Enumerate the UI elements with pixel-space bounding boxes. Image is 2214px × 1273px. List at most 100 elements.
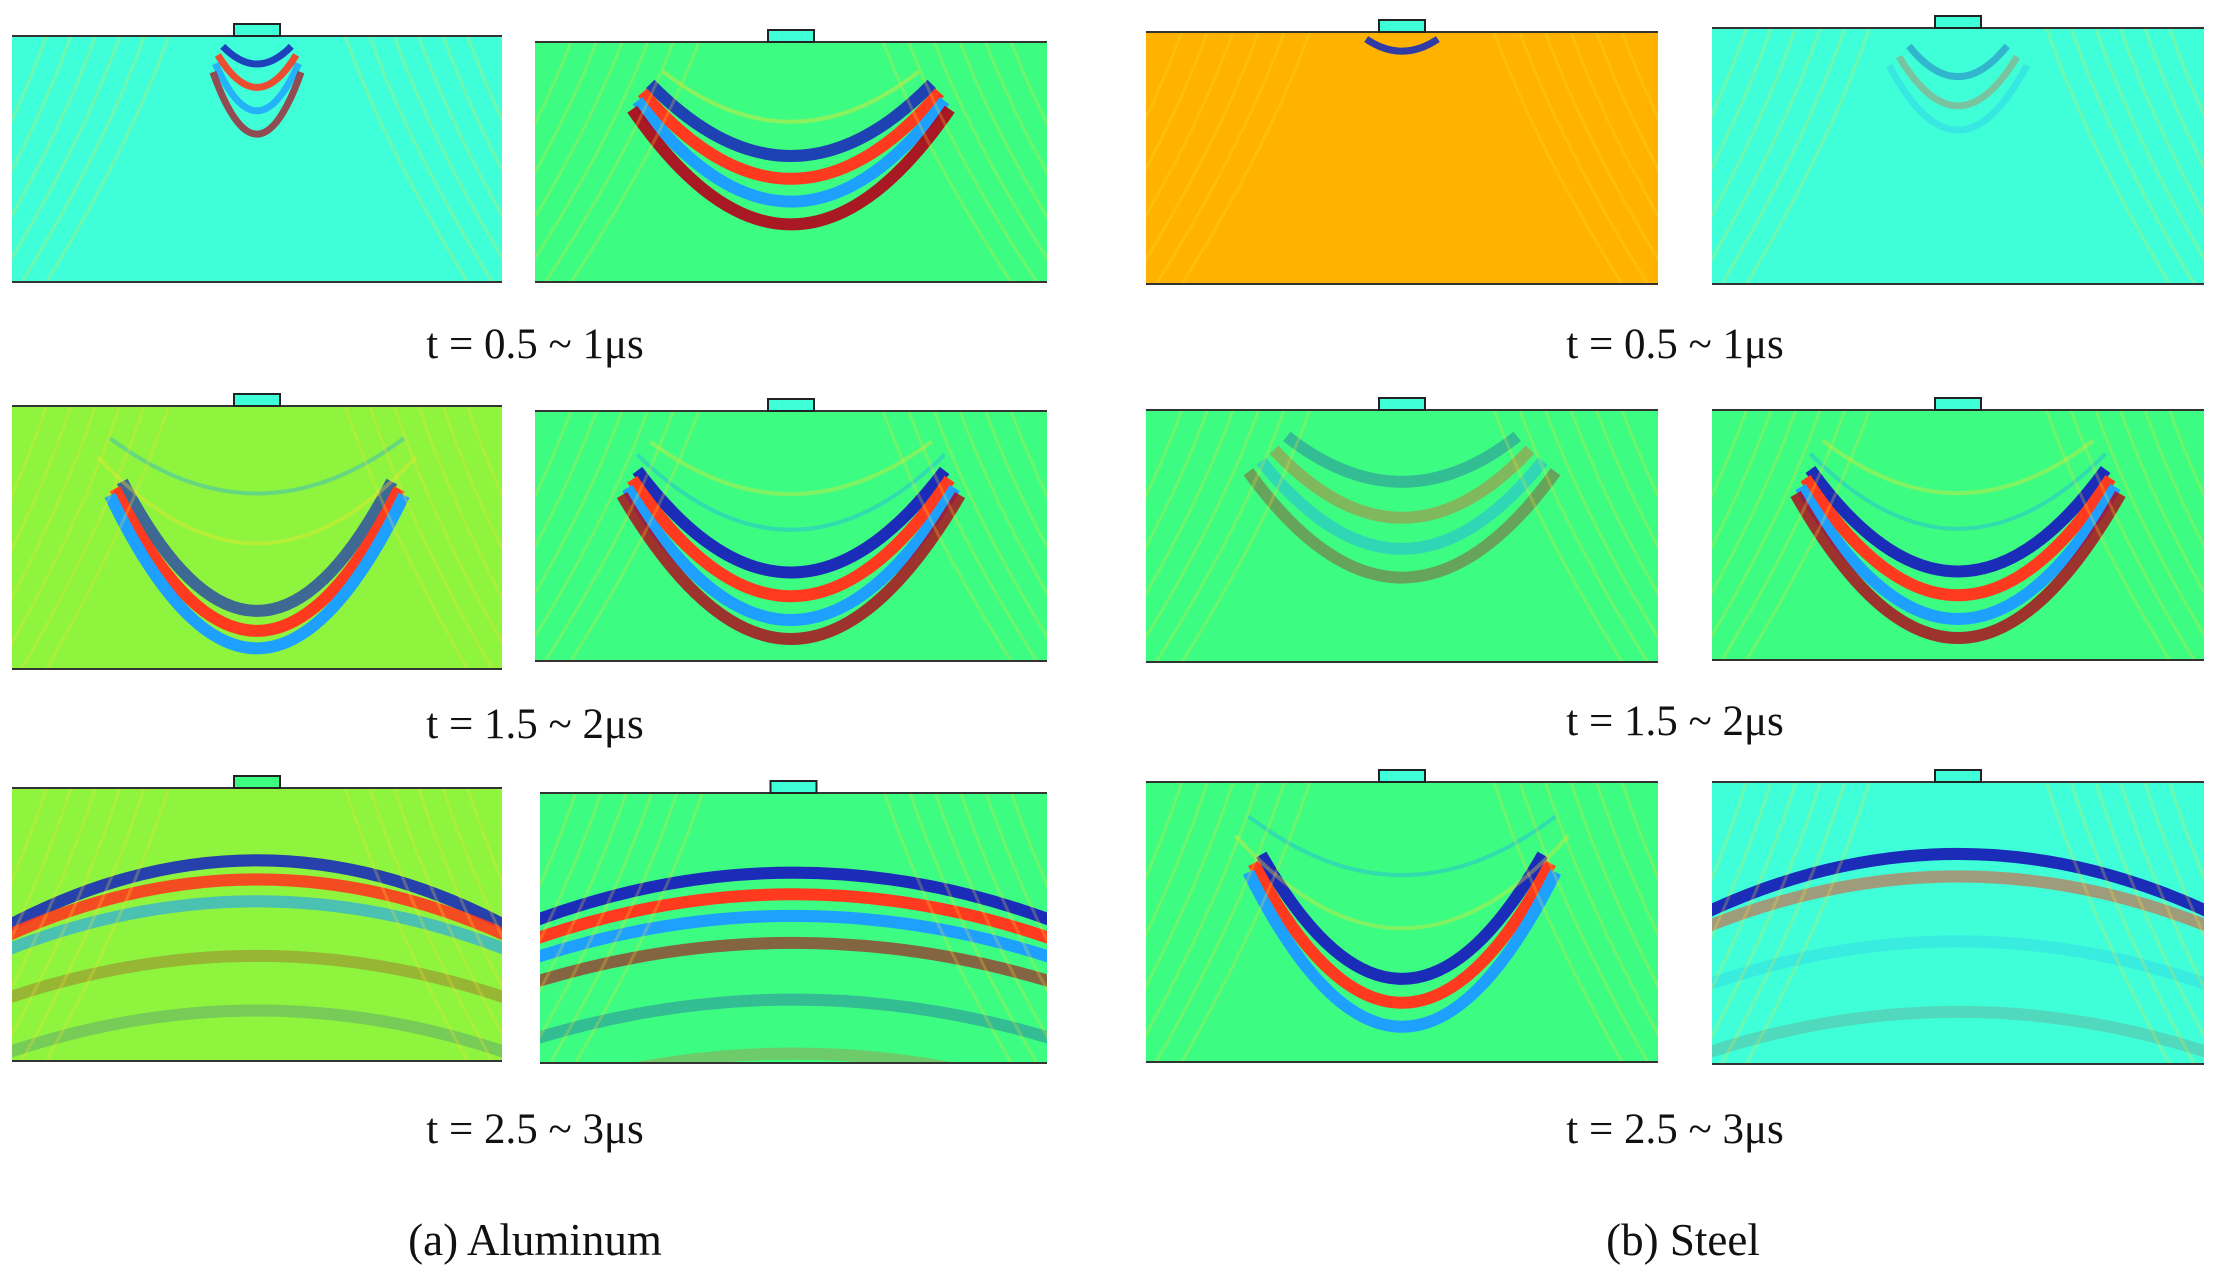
incident-wavefront (616, 491, 966, 645)
panel-background (1146, 410, 1658, 662)
incident-wavefront (209, 70, 305, 138)
side-ripple (441, 406, 502, 553)
side-ripple (1180, 782, 1312, 1062)
side-ripple (1712, 28, 1773, 171)
side-ripple (958, 411, 1047, 597)
panel-background (12, 36, 502, 282)
side-ripple (392, 36, 502, 261)
incident-wavefront (1243, 468, 1561, 584)
side-ripple (12, 788, 122, 1038)
side-ripple (1146, 782, 1184, 882)
side-ripple (12, 36, 73, 174)
incident-wavefront (1283, 431, 1521, 488)
side-ripple (934, 793, 1047, 1040)
side-ripple (1712, 782, 1748, 882)
side-ripple (20, 406, 146, 669)
incident-wavefront (1247, 814, 1557, 877)
side-ripple (1146, 32, 1261, 262)
side-ripple (1146, 32, 1184, 122)
wave-fronts (535, 42, 1047, 282)
transducer (767, 398, 815, 412)
side-ripple (1745, 782, 1871, 1064)
side-ripple (1146, 32, 1209, 173)
side-ripple (1146, 782, 1261, 1038)
panel-background (1146, 32, 1658, 284)
side-ripple (1720, 28, 1847, 284)
incident-wavefront (1821, 439, 2095, 496)
side-ripple (959, 793, 1047, 994)
side-ripple (984, 793, 1047, 944)
side-ripple (1712, 410, 1748, 499)
side-ripple (535, 411, 650, 640)
incident-wavefront (636, 453, 946, 532)
side-ripple (1620, 782, 1658, 882)
side-ripple (1154, 32, 1286, 284)
incident-wavefront (1234, 834, 1570, 931)
side-ripple (392, 406, 502, 647)
side-ripple (1492, 32, 1624, 284)
side-ripple (1712, 28, 1798, 218)
incident-wavefront (212, 62, 302, 115)
side-ripple (20, 788, 146, 1061)
side-ripple (1518, 32, 1650, 284)
side-ripple (1745, 28, 1871, 284)
reflected-wavefront (540, 888, 1047, 944)
side-ripple (441, 36, 502, 174)
side-ripple (1146, 410, 1261, 640)
wave-panel-steel-r2-p2 (1712, 397, 2204, 661)
incident-wavefront (1269, 445, 1535, 524)
wave-panel-aluminum-r3-p1 (12, 775, 502, 1062)
panel-background (1146, 782, 1658, 1062)
side-ripple (1009, 411, 1047, 500)
incident-wavefront (109, 486, 405, 637)
side-ripple (907, 411, 1039, 661)
wave-panel-steel-r1-p1 (1146, 19, 1658, 285)
side-ripple (2094, 28, 2204, 262)
side-ripple (1146, 410, 1235, 597)
side-ripple (1009, 42, 1047, 127)
side-ripple (2094, 410, 2204, 639)
side-ripple (1595, 32, 1658, 173)
side-ripple (1569, 32, 1658, 219)
incident-wavefront (108, 436, 406, 496)
wave-fronts (1712, 782, 2204, 1064)
side-ripple (908, 793, 1039, 1063)
side-ripple (540, 793, 653, 1040)
side-ripple (1595, 410, 1658, 551)
transducer (1934, 769, 1982, 783)
transducer (767, 29, 815, 43)
side-ripple (984, 411, 1047, 551)
reflected-wavefront (12, 1004, 502, 1058)
wave-fronts (12, 36, 502, 282)
reflected-wavefront (12, 873, 502, 941)
side-ripple (1569, 782, 1658, 990)
side-ripple (574, 793, 704, 1063)
side-ripple (1492, 410, 1624, 662)
side-ripple (535, 411, 624, 597)
side-ripple (535, 411, 598, 551)
incident-wavefront (1800, 474, 2116, 602)
incident-wavefront (1256, 457, 1548, 555)
side-ripple (1146, 410, 1184, 500)
side-ripple (540, 793, 628, 994)
incident-wavefront (1795, 483, 2121, 625)
side-ripple (540, 793, 603, 944)
side-ripple (343, 406, 469, 669)
incident-wavefront (1364, 36, 1440, 55)
column-label-aluminum: (a) Aluminum (408, 1215, 662, 1265)
panel-background (1712, 782, 2204, 1064)
side-ripple (12, 788, 97, 991)
side-ripple (958, 42, 1047, 220)
incident-wavefront (1895, 54, 2021, 110)
transducer (233, 23, 281, 37)
transducer (233, 775, 281, 789)
reflected-wavefront (1712, 1005, 2204, 1058)
reflected-wavefront (12, 895, 502, 955)
incident-wavefront (1255, 851, 1549, 985)
transducer (1378, 19, 1426, 33)
side-ripple (535, 411, 573, 500)
side-ripple (1518, 410, 1650, 662)
wave-panel-aluminum-r1-p1 (12, 23, 502, 283)
side-ripple (1154, 782, 1286, 1062)
